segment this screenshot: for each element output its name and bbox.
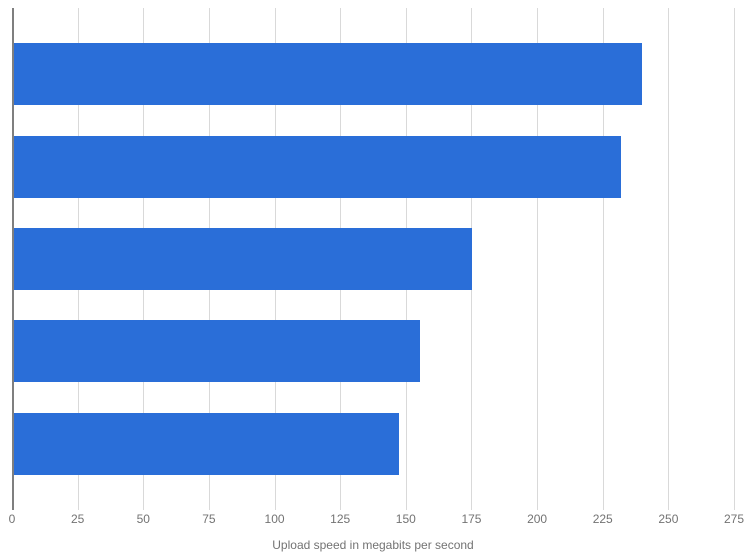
chart-container: 0 25 50 75 100 125 150 175 200 225 250 275 Upload s… [0, 0, 754, 560]
plot-area [12, 8, 734, 510]
bar [14, 228, 472, 290]
bar-row [14, 320, 734, 382]
x-tick-label: 175 [461, 512, 481, 526]
x-tick-label: 250 [658, 512, 678, 526]
x-tick-label: 100 [265, 512, 285, 526]
bar-row [14, 136, 734, 198]
x-tick-label: 275 [724, 512, 744, 526]
grid-line [734, 8, 735, 510]
x-tick-label: 200 [527, 512, 547, 526]
bar-row [14, 228, 734, 290]
bars-group [14, 8, 734, 510]
x-tick-label: 150 [396, 512, 416, 526]
x-tick-label: 75 [202, 512, 215, 526]
bar-row [14, 413, 734, 475]
bar [14, 43, 642, 105]
x-tick-label: 50 [137, 512, 150, 526]
bar [14, 320, 420, 382]
bar-row [14, 43, 734, 105]
x-tick-label: 25 [71, 512, 84, 526]
bar [14, 413, 399, 475]
x-axis-label: Upload speed in megabits per second [12, 538, 734, 552]
x-axis: 0255075100125150175200225250275 [12, 512, 734, 532]
x-tick-label: 225 [593, 512, 613, 526]
x-tick-label: 125 [330, 512, 350, 526]
bar [14, 136, 621, 198]
x-tick-label: 0 [9, 512, 16, 526]
